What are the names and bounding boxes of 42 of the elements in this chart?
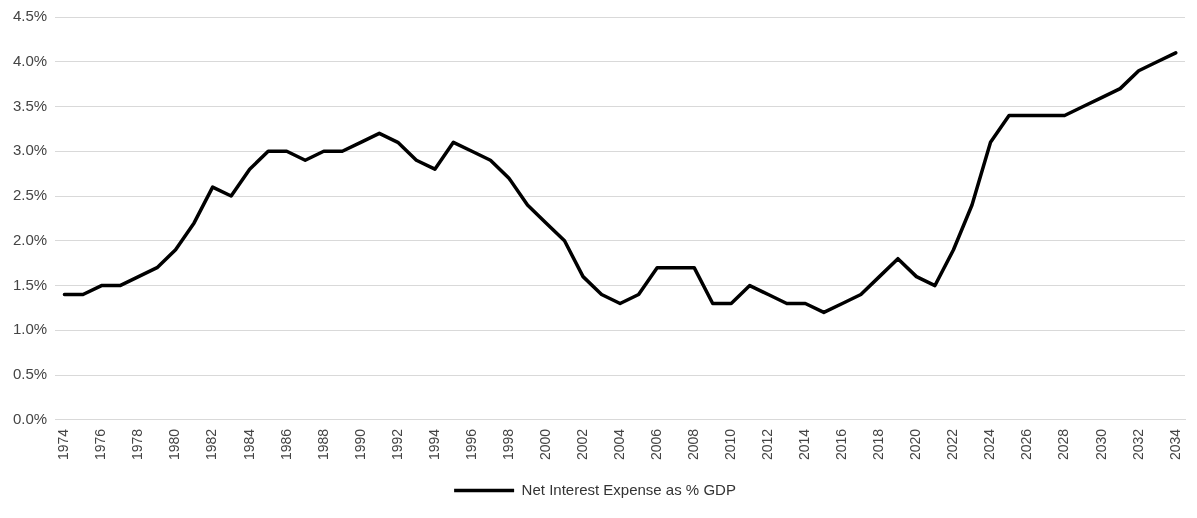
- x-tick-label: 1976: [92, 428, 109, 461]
- x-tick-label: 2002: [573, 428, 590, 461]
- y-tick-label: 1.0%: [12, 320, 48, 338]
- x-tick-label: 1990: [351, 428, 368, 461]
- x-tick-label: 1980: [166, 428, 183, 461]
- legend-label: Net Interest Expense as % GDP: [521, 480, 736, 498]
- y-tick-label: 4.5%: [12, 7, 48, 25]
- y-tick-label: 0.5%: [12, 365, 48, 383]
- x-tick-label: 2018: [870, 428, 887, 461]
- x-tick-label: 2012: [759, 428, 776, 461]
- x-tick-label: 1982: [203, 428, 220, 461]
- x-tick-label: 2024: [981, 428, 998, 461]
- x-tick-label: 1994: [425, 428, 442, 461]
- x-tick-label: 2034: [1166, 428, 1183, 461]
- y-tick-label: 3.0%: [12, 141, 48, 159]
- x-tick-label: 1986: [277, 428, 294, 461]
- x-tick-label: 2004: [610, 428, 627, 461]
- x-tick-label: 1998: [499, 428, 516, 461]
- x-tick-label: 1988: [314, 428, 331, 461]
- x-tick-label: 2008: [685, 428, 702, 461]
- x-tick-label: 2032: [1129, 428, 1146, 461]
- x-tick-label: 2028: [1055, 428, 1072, 461]
- x-tick-label: 1992: [388, 428, 405, 461]
- y-tick-label: 2.0%: [12, 230, 48, 248]
- x-tick-label: 1978: [129, 428, 146, 461]
- x-tick-label: 2010: [722, 428, 739, 461]
- y-tick-label: 4.0%: [12, 51, 48, 69]
- y-tick-label: 1.5%: [12, 275, 48, 293]
- x-tick-label: 1996: [462, 428, 479, 461]
- x-tick-label: 2022: [944, 428, 961, 461]
- x-tick-label: 2020: [907, 428, 924, 461]
- y-tick-label: 2.5%: [12, 186, 48, 204]
- x-tick-label: 2006: [648, 428, 664, 461]
- x-tick-label: 2014: [796, 428, 813, 461]
- x-tick-label: 1984: [240, 428, 257, 461]
- x-tick-label: 2026: [1018, 428, 1035, 461]
- x-tick-label: 2030: [1092, 428, 1109, 461]
- x-tick-label: 2016: [833, 428, 850, 461]
- x-tick-label: 1974: [55, 428, 72, 461]
- x-tick-label: 2000: [536, 428, 553, 461]
- y-tick-label: 3.5%: [12, 96, 48, 114]
- y-tick-label: 0.0%: [12, 410, 48, 427]
